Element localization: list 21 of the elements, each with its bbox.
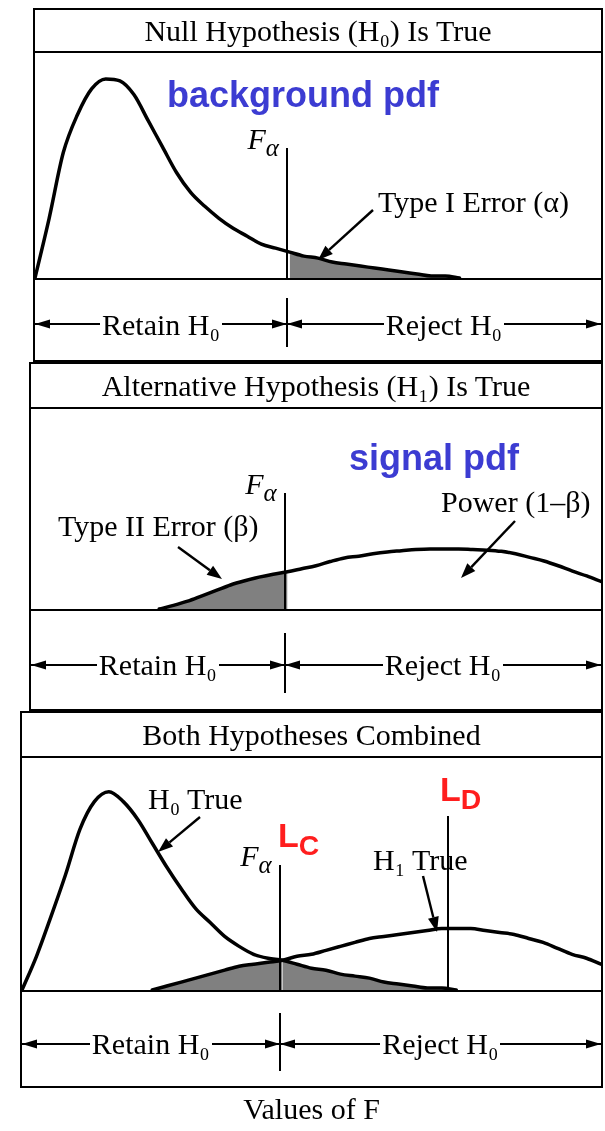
text: signal pdf: [349, 437, 519, 478]
series-label: Type II Error (β): [58, 509, 259, 542]
series-label: H₀ True: [148, 782, 243, 815]
annotation: background pdf: [167, 74, 439, 115]
chart-title: Null Hypothesis (H₀) Is True: [144, 14, 492, 47]
text: Reject H₀: [384, 307, 504, 341]
text: Retain H₀: [100, 307, 221, 341]
text: Reject H₀: [381, 1027, 500, 1061]
text: Retain H₀: [90, 1027, 211, 1061]
chart-title: Both Hypotheses Combined: [142, 718, 481, 751]
chart-title: Alternative Hypothesis (H₁) Is True: [101, 369, 531, 402]
annotation: L$_{D}$: [440, 770, 482, 815]
annotation: L$_{C}$: [278, 816, 320, 861]
text: Retain H₀: [97, 648, 218, 682]
annotation: F$_{α}$: [247, 121, 279, 161]
text: F$_{α}$: [245, 467, 277, 507]
x-axis-title: Values of F: [243, 1092, 380, 1125]
series-label: Type I Error (α): [378, 185, 570, 218]
text: Reject H₀: [383, 648, 502, 682]
text: Power (1–β): [441, 485, 591, 518]
annotation: F$_{α}$: [240, 838, 272, 879]
